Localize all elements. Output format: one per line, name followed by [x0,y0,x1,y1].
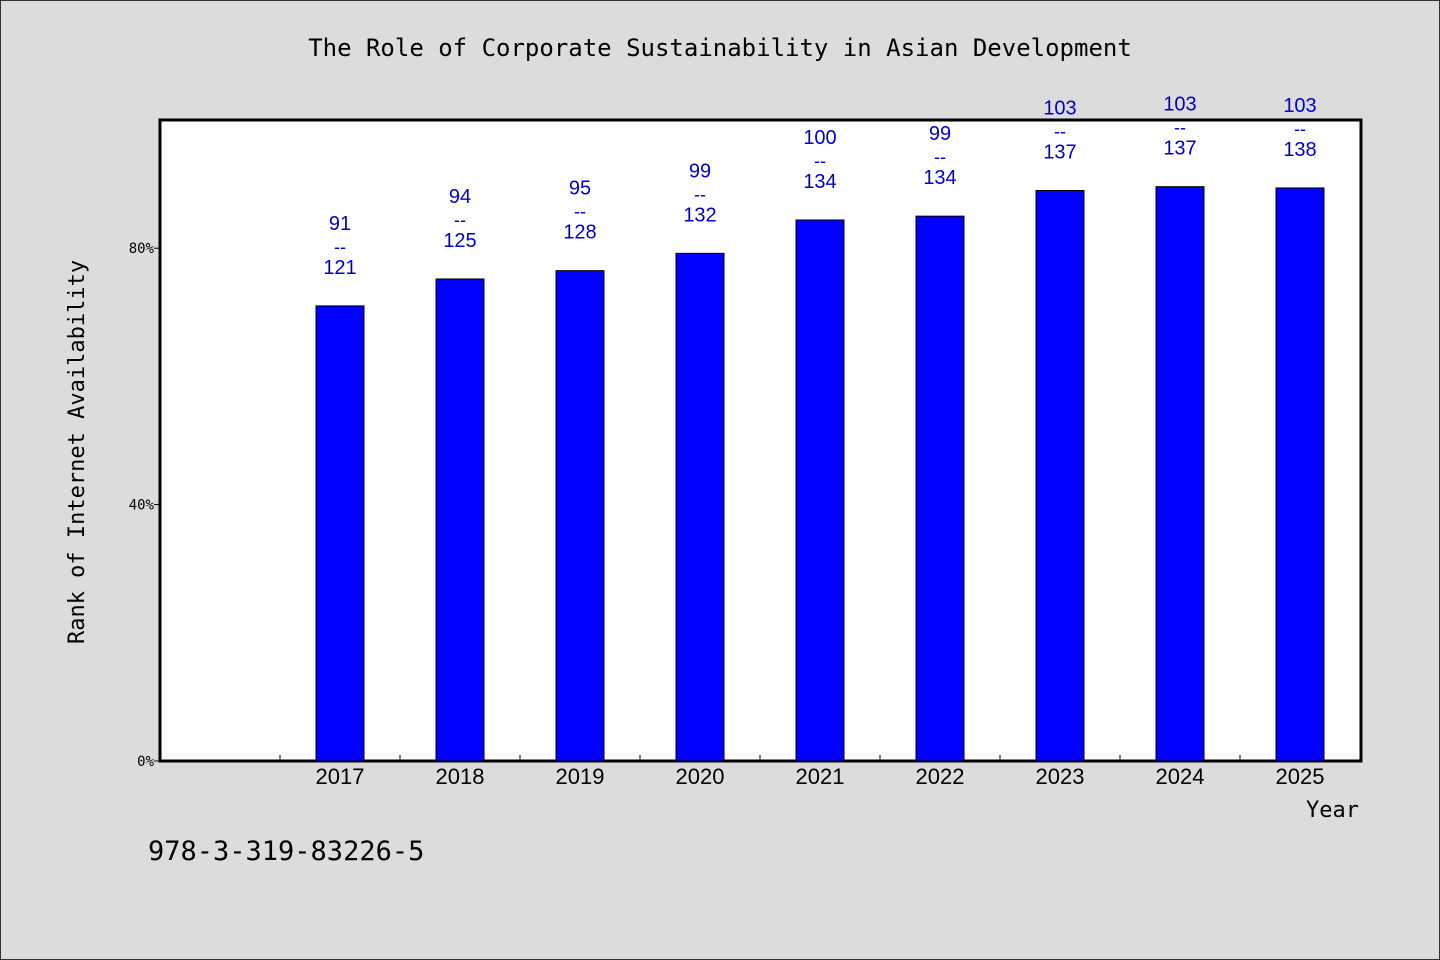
bar-rank-label: 95 [569,178,591,200]
bar-total-label: 138 [1283,139,1316,161]
bar [315,305,365,762]
x-tick-label: 2019 [556,764,605,789]
x-tick-label: 2017 [316,764,365,789]
bar-label-separator: -- [454,210,466,230]
x-axis-label: Year [1306,798,1359,823]
bar [1155,186,1205,762]
x-tick-label: 2018 [436,764,485,789]
x-tick-label: 2022 [916,764,965,789]
bar [795,219,845,762]
bar [1275,187,1325,762]
bar-rank-label: 103 [1163,94,1196,116]
y-tick-label: 0% [137,754,154,770]
x-axis-ticks: 2017 2018 2019 2020 2021 2022 2023 2024 2025 [279,755,1325,789]
bar-label-separator: -- [694,184,706,204]
x-tick-label: 2024 [1156,764,1205,789]
isbn-text: 978-3-319-83226-5 [148,836,425,867]
bar-rank-label: 91 [329,213,351,235]
bar-label-separator: -- [934,147,946,167]
bar-rank-label: 103 [1043,98,1076,120]
bar-total-label: 132 [683,204,716,226]
bar-labels: 91--12194--12595--12899--132100--13499--… [323,94,1316,279]
bar-label-separator: -- [1174,118,1186,138]
bar-total-label: 121 [323,257,356,279]
bar [915,215,965,762]
bar-rank-label: 103 [1283,95,1316,117]
bar-rank-label: 100 [803,127,836,149]
bar-total-label: 137 [1043,142,1076,164]
bar [555,270,605,762]
x-tick-label: 2021 [796,764,845,789]
bar [435,278,485,762]
x-tick-label: 2025 [1276,764,1325,789]
bar-label-separator: -- [1054,122,1066,142]
y-axis-ticks: 0% 40% 80% [129,241,160,770]
bar-label-separator: -- [1294,119,1306,139]
y-tick-label: 80% [129,241,155,257]
bar-rank-label: 94 [449,186,471,208]
bar-rank-label: 99 [689,160,711,182]
bar-label-separator: -- [814,151,826,171]
y-tick-label: 40% [129,498,155,514]
bar [1035,190,1085,762]
bar-total-label: 134 [803,171,836,193]
x-tick-label: 2020 [676,764,725,789]
bar-total-label: 125 [443,230,476,252]
bar-total-label: 137 [1163,138,1196,160]
bar-rank-label: 99 [929,123,951,145]
bar [675,252,725,762]
chart-title: The Role of Corporate Sustainability in … [308,34,1132,62]
bar-total-label: 128 [563,222,596,244]
y-axis-label: Rank of Internet Availability [65,260,90,644]
bars [315,186,1325,762]
bar-total-label: 134 [923,167,956,189]
bar-label-separator: -- [334,237,346,257]
bar-label-separator: -- [574,202,586,222]
x-tick-label: 2023 [1036,764,1085,789]
